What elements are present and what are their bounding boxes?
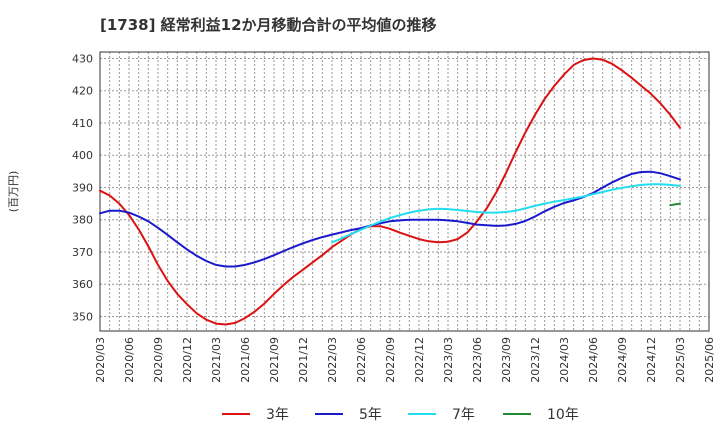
y-axis-ticks: 350 360 370 380 390 400 410 420 430	[72, 52, 93, 323]
series-line-3	[331, 183, 681, 244]
series-line-4	[669, 202, 681, 207]
y-tick-label: 350	[72, 310, 93, 323]
x-tick-label: 2021/09	[268, 337, 281, 383]
x-tick-label: 2021/06	[239, 337, 252, 383]
x-tick-label: 2024/06	[587, 337, 600, 383]
legend-label-2: 5年	[359, 407, 382, 423]
x-tick-label: 2025/03	[674, 337, 687, 383]
x-tick-label: 2020/06	[123, 337, 136, 383]
x-tick-label: 2021/12	[297, 337, 310, 383]
x-tick-label: 2024/12	[645, 337, 658, 383]
x-tick-label: 2021/03	[210, 337, 223, 383]
grid-lines	[99, 52, 710, 331]
x-tick-label: 2020/12	[181, 337, 194, 383]
legend-label-4: 10年	[547, 407, 579, 423]
y-tick-label: 390	[72, 181, 93, 194]
x-tick-label: 2023/12	[529, 337, 542, 383]
legend-label-3: 7年	[452, 407, 475, 423]
x-tick-label: 2022/09	[384, 337, 397, 383]
y-axis-label: (百万円)	[7, 171, 20, 213]
y-tick-label: 430	[72, 52, 93, 65]
x-axis-ticks: 2020/03 2020/06 2020/09 2020/12 2021/03 2021/…	[94, 337, 716, 383]
x-tick-label: 2023/09	[500, 337, 513, 383]
x-tick-label: 2020/09	[152, 337, 165, 383]
x-tick-label: 2023/03	[442, 337, 455, 383]
x-tick-label: 2024/09	[616, 337, 629, 383]
x-tick-label: 2022/06	[355, 337, 368, 383]
plot-frame	[99, 51, 710, 332]
x-tick-label: 2020/03	[94, 337, 107, 383]
y-tick-label: 400	[72, 149, 93, 162]
legend: 3年 5年 7年 10年	[222, 407, 579, 423]
x-tick-label: 2022/03	[326, 337, 339, 383]
y-tick-label: 410	[72, 117, 93, 130]
y-tick-label: 370	[72, 246, 93, 259]
x-tick-label: 2024/03	[558, 337, 571, 383]
series-lines	[99, 57, 681, 326]
y-tick-label: 360	[72, 278, 93, 291]
legend-label-1: 3年	[266, 407, 289, 423]
x-tick-label: 2023/06	[471, 337, 484, 383]
y-tick-label: 420	[72, 85, 93, 98]
x-tick-label: 2025/06	[703, 337, 716, 383]
y-tick-label: 380	[72, 214, 93, 227]
chart-title: [1738] 経常利益12か月移動合計の平均値の推移	[100, 16, 437, 34]
series-line-1	[99, 57, 681, 326]
x-tick-label: 2022/12	[413, 337, 426, 383]
